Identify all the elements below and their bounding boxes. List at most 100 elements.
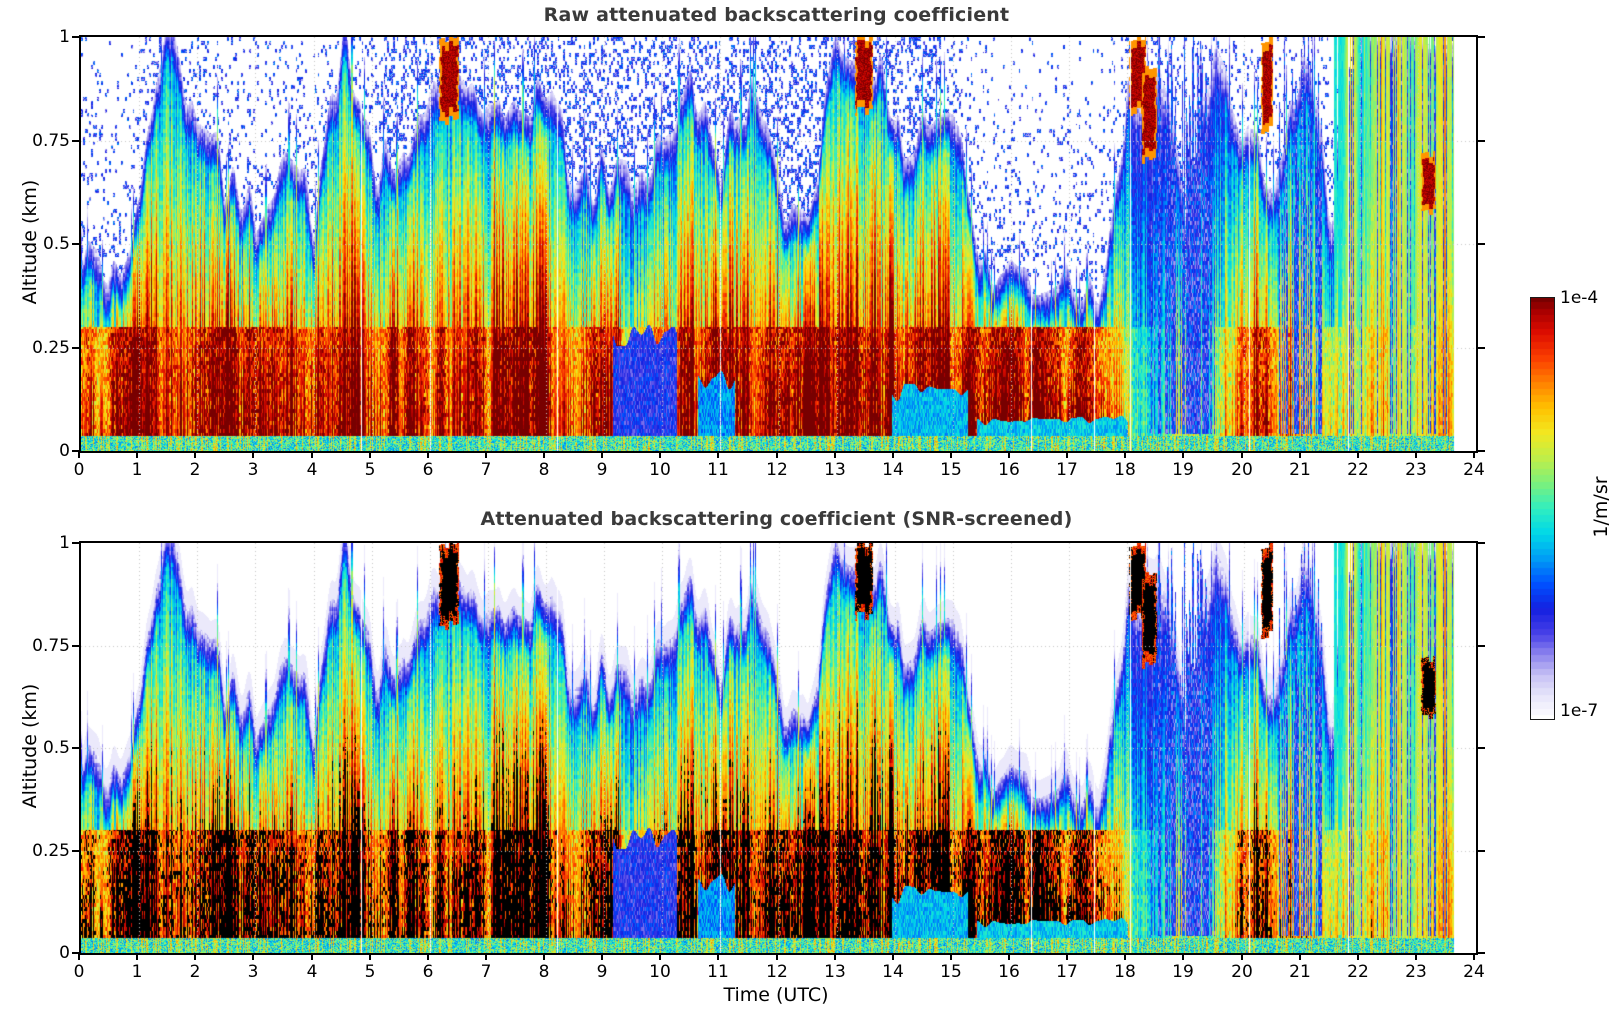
x-tick (717, 953, 719, 960)
x-tick (776, 451, 778, 458)
x-tick (1357, 451, 1359, 458)
y-tick (1478, 36, 1485, 38)
heatmap-raw-canvas (81, 37, 1476, 451)
y-tick (72, 645, 79, 647)
y-tick-label: 0.25 (32, 338, 70, 358)
x-tick-label: 5 (364, 962, 376, 982)
x-tick-label: 6 (422, 962, 434, 982)
x-tick-label: 22 (1347, 962, 1369, 982)
x-tick-label: 15 (940, 460, 962, 480)
y-tick-label: 0.5 (42, 738, 70, 758)
x-tick (369, 953, 371, 960)
x-tick-label: 1 (131, 962, 143, 982)
y-tick-label: 0 (59, 441, 70, 461)
x-tick (717, 451, 719, 458)
x-tick (194, 953, 196, 960)
y-tick-label: 0 (59, 943, 70, 963)
x-tick (136, 953, 138, 960)
x-tick (892, 451, 894, 458)
x-tick-label: 23 (1405, 962, 1427, 982)
x-tick (1473, 953, 1475, 960)
x-tick (1473, 451, 1475, 458)
x-tick-label: 0 (73, 962, 85, 982)
x-tick-label: 7 (480, 460, 492, 480)
x-tick-label: 17 (1056, 460, 1078, 480)
x-tick-label: 9 (596, 962, 608, 982)
y-tick (72, 850, 79, 852)
x-tick-label: 14 (882, 460, 904, 480)
x-tick (1299, 451, 1301, 458)
y-tick (1478, 952, 1485, 954)
x-tick (252, 451, 254, 458)
x-tick-label: 23 (1405, 460, 1427, 480)
y-tick (72, 542, 79, 544)
x-tick (1124, 953, 1126, 960)
x-tick (1241, 953, 1243, 960)
x-tick (1241, 451, 1243, 458)
y-tick (72, 747, 79, 749)
x-tick-label: 18 (1114, 460, 1136, 480)
x-tick-label: 19 (1172, 962, 1194, 982)
x-tick (601, 451, 603, 458)
y-tick-label: 0.75 (32, 131, 70, 151)
x-tick (78, 953, 80, 960)
x-tick (1066, 451, 1068, 458)
x-tick-label: 16 (998, 460, 1020, 480)
y-tick (72, 450, 79, 452)
x-tick (601, 953, 603, 960)
colorbar-unit-label: 1/m/sr (1590, 476, 1612, 538)
x-tick (1124, 451, 1126, 458)
y-tick-label: 0.5 (42, 234, 70, 254)
x-tick (78, 451, 80, 458)
y-tick (72, 243, 79, 245)
x-tick (136, 451, 138, 458)
x-tick (1066, 953, 1068, 960)
x-tick (834, 451, 836, 458)
x-tick-label: 9 (596, 460, 608, 480)
y-tick-label: 0.25 (32, 841, 70, 861)
colorbar-max-label: 1e-4 (1560, 288, 1599, 308)
x-tick-label: 21 (1289, 460, 1311, 480)
y-tick (1478, 347, 1485, 349)
y-tick (1478, 542, 1485, 544)
heatmap-screened-canvas (81, 543, 1476, 953)
x-tick (427, 451, 429, 458)
x-tick-label: 22 (1347, 460, 1369, 480)
x-tick (1182, 451, 1184, 458)
colorbar (1530, 297, 1555, 720)
x-tick-label: 2 (189, 460, 201, 480)
y-tick (1478, 850, 1485, 852)
x-tick (485, 451, 487, 458)
x-tick-label: 11 (707, 460, 729, 480)
x-tick-label: 10 (649, 962, 671, 982)
x-tick (1357, 953, 1359, 960)
panel-title-screened: Attenuated backscattering coefficient (S… (480, 508, 1073, 530)
x-tick (659, 953, 661, 960)
x-axis-label: Time (UTC) (723, 984, 829, 1006)
x-tick (543, 451, 545, 458)
x-tick (427, 953, 429, 960)
y-tick-label: 1 (59, 533, 70, 553)
y-tick (1478, 140, 1485, 142)
x-tick-label: 5 (364, 460, 376, 480)
x-tick (892, 953, 894, 960)
x-tick-label: 0 (73, 460, 85, 480)
x-tick (311, 451, 313, 458)
panel-title-raw: Raw attenuated backscattering coefficien… (543, 4, 1010, 26)
x-tick-label: 12 (766, 962, 788, 982)
x-tick-label: 21 (1289, 962, 1311, 982)
x-tick (485, 953, 487, 960)
x-tick-label: 18 (1114, 962, 1136, 982)
x-tick-label: 8 (538, 962, 550, 982)
y-tick (72, 36, 79, 38)
x-tick (834, 953, 836, 960)
x-tick-label: 24 (1463, 962, 1485, 982)
heatmap-screened-panel (79, 541, 1478, 955)
heatmap-raw-panel (79, 35, 1478, 453)
x-tick-label: 2 (189, 962, 201, 982)
x-tick (1299, 953, 1301, 960)
x-tick (659, 451, 661, 458)
x-tick-label: 20 (1231, 962, 1253, 982)
y-tick (1478, 243, 1485, 245)
x-tick (1182, 953, 1184, 960)
